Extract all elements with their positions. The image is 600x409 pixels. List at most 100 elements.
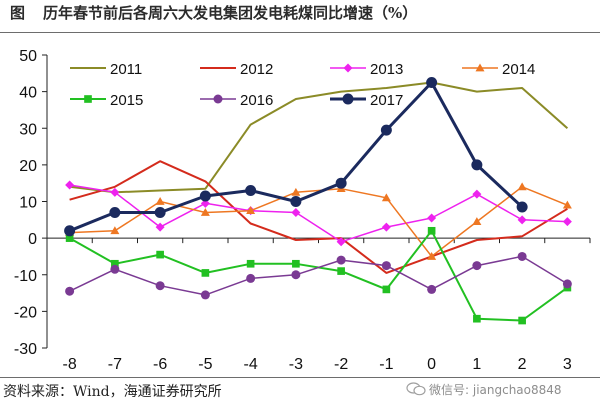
legend-marker-2016 bbox=[213, 94, 223, 104]
point-2016 bbox=[200, 290, 210, 300]
point-2015 bbox=[65, 234, 74, 242]
series-line-2015 bbox=[69, 229, 568, 322]
point-2014 bbox=[200, 207, 210, 216]
point-2016 bbox=[246, 273, 256, 283]
point-2013 bbox=[381, 222, 391, 232]
point-2017 bbox=[290, 196, 302, 207]
point-2013 bbox=[472, 189, 482, 199]
point-2017 bbox=[199, 190, 211, 202]
source-divider bbox=[0, 377, 600, 378]
source-note: 资料来源：Wind，海通证券研究所 bbox=[3, 384, 222, 400]
point-2014 bbox=[427, 251, 437, 260]
point-2015 bbox=[201, 269, 210, 277]
point-2015 bbox=[473, 314, 481, 323]
point-2013 bbox=[427, 213, 437, 223]
legend-label-2013: 2013 bbox=[370, 61, 403, 78]
point-2014 bbox=[517, 182, 527, 191]
legend-marker-2017 bbox=[342, 93, 354, 105]
point-2016 bbox=[562, 279, 572, 289]
x-tick-label: -5 bbox=[198, 356, 212, 373]
point-2013 bbox=[291, 207, 301, 217]
y-tick-label: 20 bbox=[19, 158, 37, 175]
x-tick-label: -1 bbox=[379, 356, 393, 373]
point-2017 bbox=[64, 225, 76, 237]
y-tick-label: -30 bbox=[14, 341, 37, 358]
legend-label-2017: 2017 bbox=[370, 92, 403, 109]
legend-label-2016: 2016 bbox=[240, 92, 273, 109]
series-line-2014 bbox=[69, 186, 568, 258]
point-2015 bbox=[156, 250, 164, 259]
point-2013 bbox=[65, 180, 75, 190]
figure-title: 历年春节前后各周六大发电集团发电耗煤同比增速（%） bbox=[43, 4, 418, 22]
point-2013 bbox=[110, 187, 120, 197]
legend-label-2011: 2011 bbox=[110, 61, 142, 78]
watermark: 微信号: jiangchao8848 bbox=[406, 381, 562, 398]
series-line-2013 bbox=[69, 184, 568, 243]
x-tick-label: -7 bbox=[108, 356, 122, 373]
point-2016 bbox=[65, 286, 75, 296]
point-2015 bbox=[337, 267, 345, 275]
point-2016 bbox=[155, 281, 165, 291]
point-2014 bbox=[155, 197, 165, 205]
y-tick-label: 0 bbox=[28, 231, 37, 248]
wechat-icon bbox=[406, 382, 426, 396]
series-line-2016 bbox=[69, 255, 568, 296]
point-2017 bbox=[380, 124, 392, 136]
legend-marker-2013 bbox=[343, 63, 353, 73]
point-2014 bbox=[110, 226, 120, 235]
point-2016 bbox=[427, 284, 437, 294]
point-2015 bbox=[382, 285, 391, 294]
x-tick-label: -2 bbox=[334, 356, 348, 373]
x-tick-label: -4 bbox=[244, 356, 258, 373]
x-tick-label: 2 bbox=[518, 356, 527, 373]
series-line-2011 bbox=[69, 81, 569, 194]
x-tick-label: -3 bbox=[289, 356, 303, 373]
point-2017 bbox=[335, 177, 347, 189]
point-2014 bbox=[246, 206, 256, 215]
point-2014 bbox=[381, 193, 391, 202]
y-tick-label: -20 bbox=[14, 304, 37, 321]
point-2013 bbox=[200, 198, 210, 208]
legend-marker-2014 bbox=[475, 63, 485, 72]
point-2016 bbox=[381, 261, 391, 271]
point-2017 bbox=[109, 206, 121, 218]
legend-marker-2015 bbox=[84, 95, 92, 103]
point-2015 bbox=[292, 259, 300, 268]
series-line-2012 bbox=[69, 160, 568, 274]
legend-label-2015: 2015 bbox=[110, 92, 143, 109]
point-2014 bbox=[291, 187, 301, 196]
x-tick-label: 3 bbox=[563, 356, 572, 373]
point-2015 bbox=[246, 259, 255, 268]
point-2017 bbox=[245, 185, 257, 197]
x-tick-label: -6 bbox=[153, 356, 167, 373]
point-2016 bbox=[336, 255, 346, 265]
point-2014 bbox=[562, 200, 572, 209]
point-2013 bbox=[155, 222, 165, 232]
point-2016 bbox=[291, 270, 301, 280]
x-tick-label: -8 bbox=[63, 356, 77, 373]
point-2013 bbox=[562, 217, 572, 227]
point-2016 bbox=[517, 251, 527, 261]
figure-label: 图 bbox=[10, 4, 26, 22]
legend-label-2012: 2012 bbox=[240, 61, 273, 78]
point-2015 bbox=[111, 259, 119, 268]
point-2015 bbox=[518, 316, 526, 325]
point-2013 bbox=[336, 237, 346, 247]
figure-title-bar: 图历年春节前后各周六大发电集团发电耗煤同比增速（%） bbox=[10, 2, 417, 23]
y-tick-label: 50 bbox=[19, 48, 37, 65]
y-tick-label: 40 bbox=[19, 85, 37, 102]
y-tick-label: -10 bbox=[14, 268, 37, 285]
point-2016 bbox=[472, 261, 482, 271]
y-tick-label: 10 bbox=[19, 195, 37, 212]
point-2017 bbox=[471, 159, 483, 171]
point-2013 bbox=[517, 215, 527, 225]
watermark-text: 微信号: jiangchao8848 bbox=[429, 383, 562, 397]
point-2015 bbox=[427, 226, 436, 235]
point-2014 bbox=[472, 217, 482, 226]
point-2017 bbox=[154, 206, 166, 218]
y-tick-label: 30 bbox=[19, 121, 37, 138]
title-divider bbox=[0, 32, 600, 33]
point-2017 bbox=[516, 201, 528, 213]
